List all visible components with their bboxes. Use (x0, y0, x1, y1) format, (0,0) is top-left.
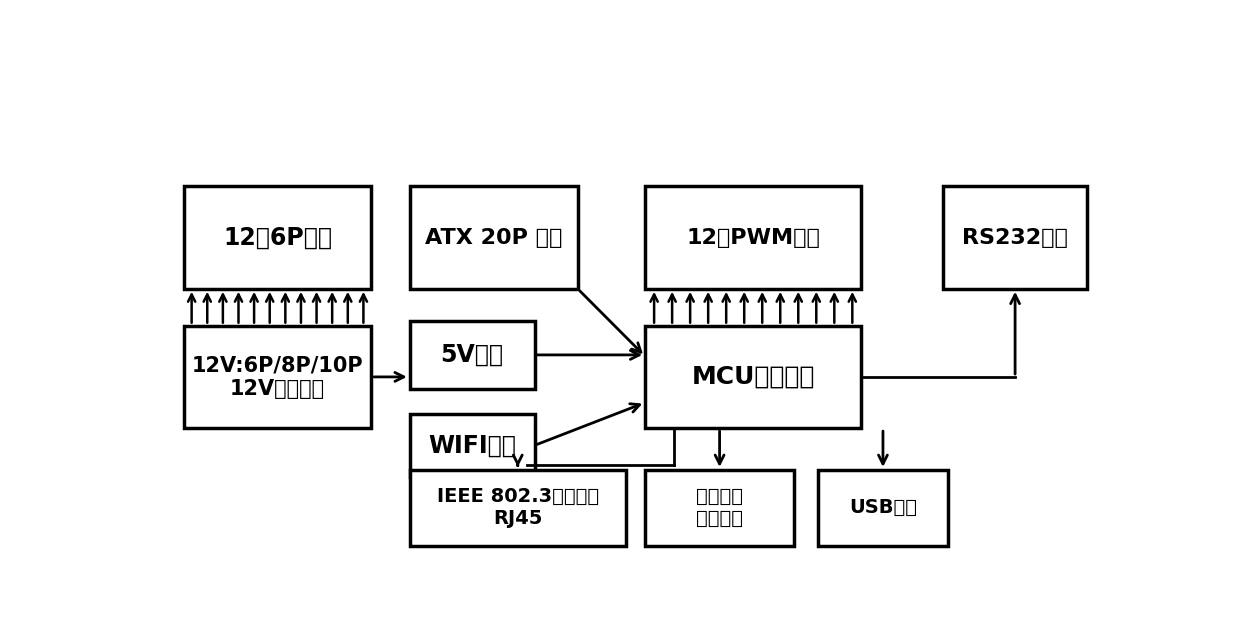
Text: 12V:6P/8P/10P
12V电源输入: 12V:6P/8P/10P 12V电源输入 (192, 356, 363, 399)
Bar (409, 470, 626, 545)
Bar (409, 413, 534, 477)
Bar (942, 186, 1087, 289)
Text: 12路6P输出: 12路6P输出 (223, 225, 332, 250)
Text: ATX 20P 输入: ATX 20P 输入 (425, 227, 563, 248)
Bar (184, 186, 371, 289)
Text: USB接口: USB接口 (849, 498, 916, 517)
Bar (409, 321, 534, 389)
Bar (409, 186, 578, 289)
Bar (818, 470, 947, 545)
Bar (645, 186, 862, 289)
Text: RS232串口: RS232串口 (962, 227, 1068, 248)
Text: IEEE 802.3网络接口
RJ45: IEEE 802.3网络接口 RJ45 (436, 487, 599, 528)
Text: 地址设置
风扇设置: 地址设置 风扇设置 (696, 487, 743, 528)
Bar (184, 326, 371, 428)
Bar (645, 326, 862, 428)
Text: 12路PWM风扇: 12路PWM风扇 (686, 227, 820, 248)
Text: WIFI接口: WIFI接口 (428, 433, 516, 457)
Text: 5V稳压: 5V稳压 (440, 343, 503, 367)
Text: MCU控制单元: MCU控制单元 (692, 365, 815, 389)
Bar (645, 470, 794, 545)
